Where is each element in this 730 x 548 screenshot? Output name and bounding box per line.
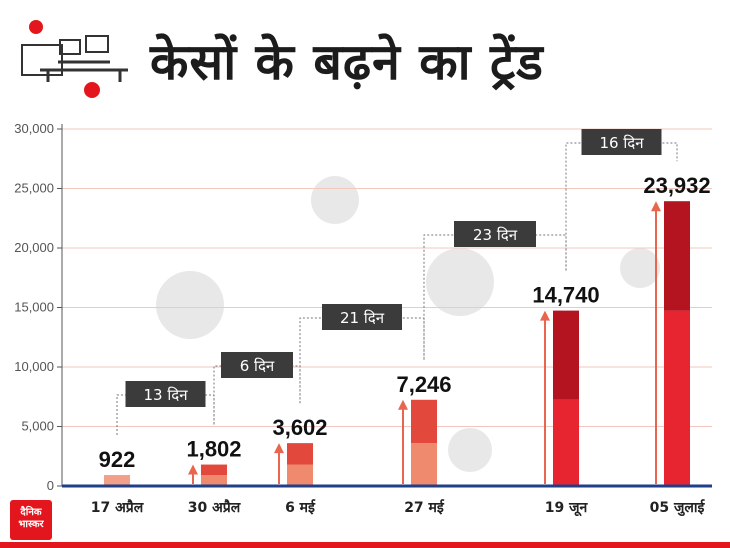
bar-value-label: 23,932: [643, 173, 710, 198]
bar-segment-increase: [664, 201, 690, 311]
chart-title: केसों के बढ़ने का ट्रेंड: [150, 33, 544, 91]
gap-bracket: [565, 142, 678, 271]
bar-segment-previous: [287, 464, 313, 486]
virus-icon: [29, 20, 43, 34]
gap-label-box: [454, 221, 536, 247]
virus-watermark-icon: [448, 428, 492, 472]
gap-label-box: [581, 129, 662, 155]
y-tick-label: 5,000: [21, 419, 54, 434]
y-tick-label: 10,000: [14, 359, 54, 374]
logo-line-1: दैनिक: [20, 507, 42, 518]
bar-value-label: 3,602: [272, 415, 327, 440]
bar-value-label: 1,802: [186, 437, 241, 462]
x-tick-label: 6 मई: [285, 499, 316, 516]
bar-segment-previous: [411, 443, 437, 486]
bar: [104, 475, 130, 486]
gap-label: 16 दिन: [599, 134, 644, 152]
bar-segment-increase: [201, 464, 227, 476]
x-tick-label: 19 जून: [545, 500, 589, 517]
logo-line-2: भास्कर: [18, 519, 44, 530]
gap-label: 6 दिन: [240, 357, 275, 375]
bar-segment-previous: [553, 399, 579, 486]
virus-icon: [84, 82, 100, 98]
gap-label-box: [322, 304, 402, 330]
y-tick-label: 20,000: [14, 240, 54, 255]
gap-label: 23 दिन: [473, 226, 518, 244]
bar-segment-increase: [287, 443, 313, 465]
bar-segment-previous: [664, 310, 690, 486]
virus-watermark-icon: [311, 176, 359, 224]
virus-watermark-icon: [156, 271, 224, 339]
x-tick-label: 17 अप्रैल: [91, 499, 144, 516]
bar-segment-increase: [553, 310, 579, 400]
x-tick-label: 27 मई: [404, 499, 445, 516]
growth-arrowhead: [651, 201, 661, 212]
bottom-stripe: [0, 542, 730, 548]
gap-label-box: [221, 352, 293, 378]
bar-value-label: 922: [99, 447, 136, 472]
growth-arrowhead: [188, 464, 198, 475]
growth-arrowhead: [274, 443, 284, 454]
virus-watermark-icon: [426, 248, 494, 316]
gap-label-box: [125, 381, 206, 407]
bar-segment-increase: [411, 399, 437, 444]
y-tick-label: 15,000: [14, 300, 54, 315]
gap-label: 21 दिन: [340, 309, 385, 327]
bar-value-label: 7,246: [396, 372, 451, 397]
gap-label: 13 दिन: [143, 386, 188, 404]
growth-arrowhead: [398, 399, 408, 410]
virus-watermark-icon: [620, 248, 660, 288]
x-tick-label: 30 अप्रैल: [188, 499, 241, 516]
y-tick-label: 0: [47, 478, 54, 493]
growth-arrowhead: [540, 310, 550, 321]
x-tick-label: 05 जुलाई: [650, 499, 706, 517]
dainik-bhaskar-logo: दैनिक भास्कर: [10, 500, 52, 540]
y-tick-label: 30,000: [14, 121, 54, 136]
bar-segment-previous: [201, 475, 227, 486]
bar-value-label: 14,740: [532, 283, 599, 308]
hospital-bed-icon: [21, 35, 128, 82]
y-tick-label: 25,000: [14, 181, 54, 196]
